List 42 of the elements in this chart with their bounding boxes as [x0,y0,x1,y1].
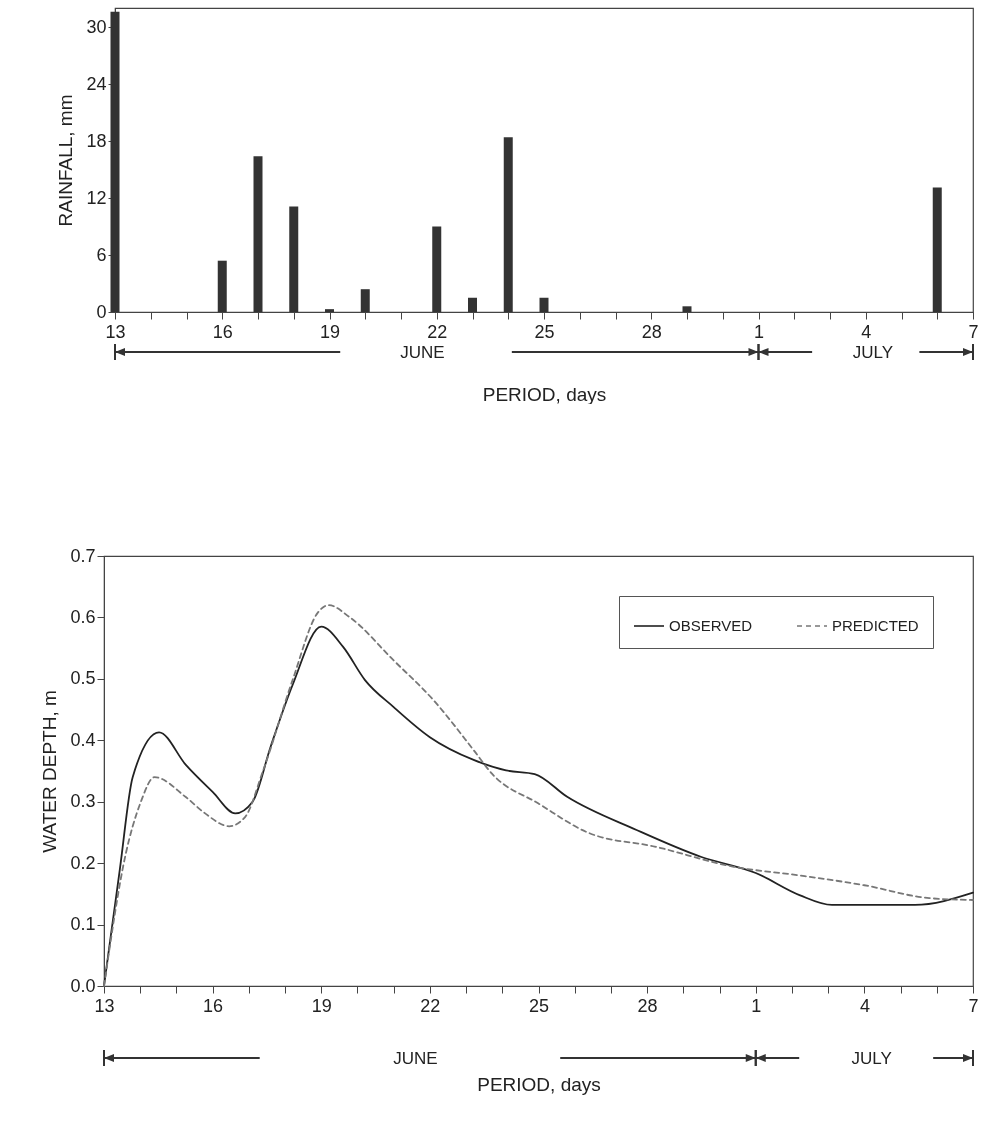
text: JULY [851,1049,892,1068]
y-axis-title: RAINFALL, mm [55,94,77,227]
x-tick-label: 16 [212,321,233,342]
x-tick-label: 13 [94,995,115,1016]
y-tick-label: 30 [86,16,107,37]
y-tick-label: 18 [86,130,107,151]
x-tick-label: 1 [751,995,762,1016]
y-axis-title: WATER DEPTH, m [39,690,61,853]
y-tick-label: 0 [96,301,107,322]
x-tick-label: 28 [637,995,658,1016]
text: JULY [852,343,894,362]
x-tick-label: 22 [420,995,441,1016]
y-tick-label: 0.1 [70,914,96,935]
x-tick-label: 19 [319,321,341,342]
y-tick-label: 0.7 [70,545,96,566]
x-tick-label: 4 [861,321,872,342]
x-tick-label: 7 [968,995,979,1016]
y-tick-label: 0.0 [70,975,96,996]
x-tick-label: 28 [641,321,662,342]
y-tick-label: 24 [86,73,107,94]
x-tick-label: 25 [534,321,555,342]
x-tick-label: 25 [528,995,550,1016]
x-axis-title: PERIOD, days [482,383,607,405]
y-tick-label: 0.6 [70,606,96,627]
x-tick-label: 7 [968,321,979,342]
legend-label: PREDICTED [832,617,919,634]
x-axis-title: PERIOD, days [477,1073,601,1095]
x-tick-label: 16 [203,995,224,1016]
x-tick-label: 22 [427,321,448,342]
y-tick-label: 0.2 [70,852,96,873]
text: JUNE [393,1049,438,1068]
y-tick-label: 0.3 [70,791,96,812]
x-tick-label: 19 [311,995,332,1016]
x-tick-label: 4 [859,995,870,1016]
x-tick-label: 13 [105,321,126,342]
y-tick-label: 0.5 [70,668,96,689]
y-tick-label: 0.4 [70,729,96,750]
y-tick-label: 6 [96,244,107,265]
y-tick-label: 12 [86,187,107,208]
text: JUNE [400,343,445,362]
x-tick-label: 1 [753,321,765,342]
legend-label: OBSERVED [669,617,753,634]
